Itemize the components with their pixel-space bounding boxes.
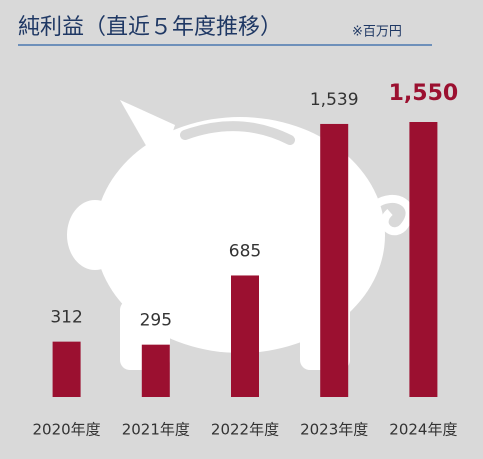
bar: [231, 275, 259, 397]
value-label: 295: [140, 311, 172, 331]
x-tick-label: 2023年度: [300, 421, 368, 439]
chart-title: 純利益（直近５年度推移）: [18, 15, 282, 40]
bar: [320, 123, 349, 398]
chart-subtitle: ※百万円: [352, 25, 402, 40]
bar: [409, 122, 438, 397]
x-tick-label: 2021年度: [122, 421, 190, 439]
bar: [141, 344, 170, 397]
piggy-bank-illustration: [67, 100, 414, 370]
value-label: 685: [229, 241, 261, 261]
value-label: 312: [50, 308, 82, 328]
value-label: 1,550: [389, 81, 459, 106]
bar: [52, 341, 81, 397]
coin-slot: [180, 121, 295, 145]
x-tick-label: 2022年度: [211, 421, 279, 439]
x-tick-label: 2020年度: [33, 421, 101, 439]
value-label: 1,539: [310, 90, 359, 110]
x-tick-label: 2024年度: [389, 421, 457, 439]
